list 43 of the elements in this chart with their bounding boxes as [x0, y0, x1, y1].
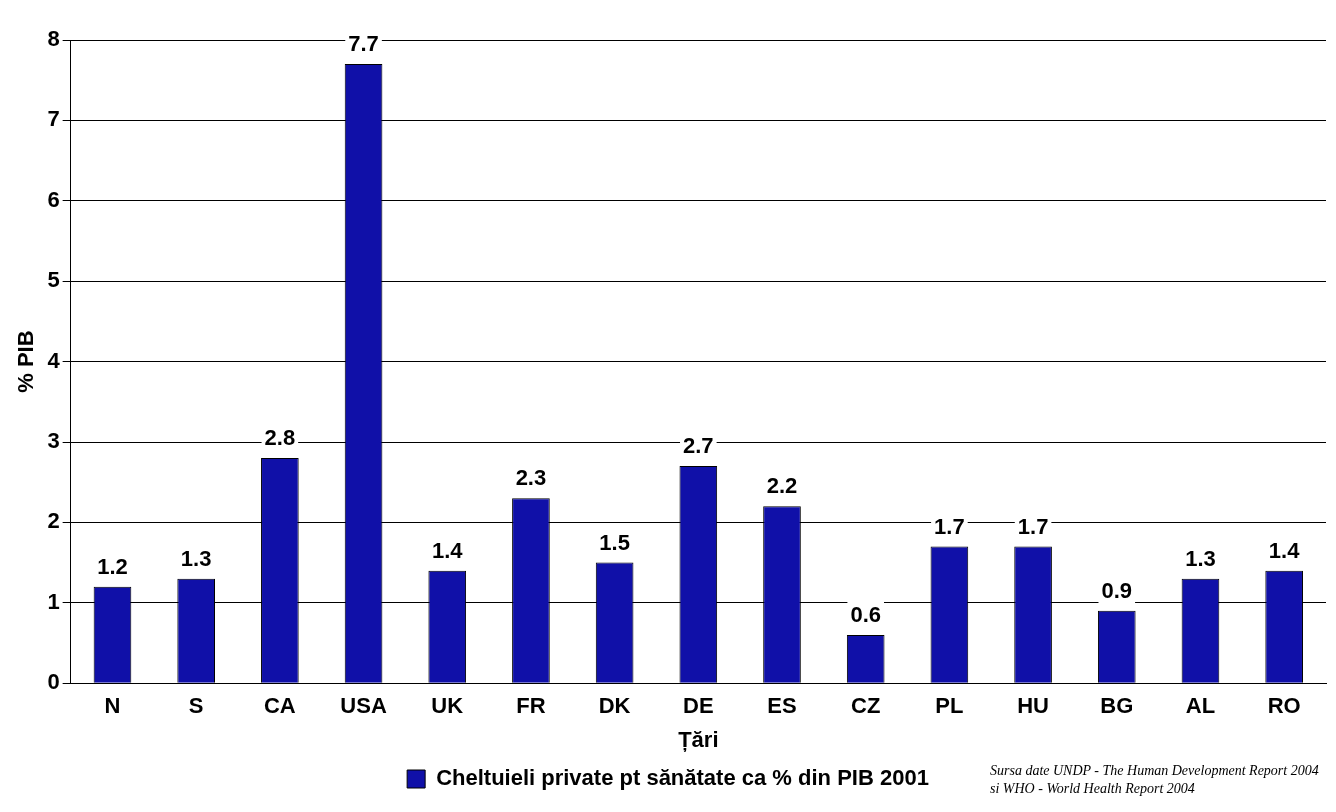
- data-label: 1.7: [934, 513, 965, 539]
- data-label: 1.4: [431, 537, 464, 563]
- y-tick-label: 3: [47, 428, 60, 454]
- x-tick-label: RO: [1267, 693, 1301, 719]
- y-tick-label: 4: [47, 347, 61, 373]
- x-tick-label: S: [188, 693, 204, 719]
- y-tick-label: 8: [47, 26, 60, 52]
- y-axis-title: % PIB: [13, 330, 39, 393]
- y-tick-label: 2: [47, 508, 60, 534]
- x-tick-label: N: [104, 693, 121, 719]
- x-tick-label: ES: [767, 693, 797, 719]
- x-tick-label: DE: [683, 693, 714, 719]
- data-label: 2.8: [264, 425, 296, 451]
- x-tick-label: PL: [935, 693, 964, 719]
- x-tick-label: USA: [340, 693, 387, 719]
- x-tick-label: DK: [598, 693, 631, 719]
- data-label: 2.7: [683, 433, 714, 459]
- data-label: 0.9: [1101, 577, 1133, 603]
- data-label: 2.2: [766, 473, 798, 499]
- y-tick-label: 5: [47, 267, 60, 293]
- data-label: 2.3: [515, 465, 547, 491]
- data-label: 1.3: [180, 545, 212, 571]
- legend-label: Cheltuieli private pt sănătate ca % din PIB 2001: [436, 765, 929, 791]
- data-label: 0.6: [850, 602, 881, 628]
- y-tick-label: 6: [47, 186, 60, 212]
- x-tick-label: CA: [263, 693, 296, 719]
- data-label: 1.4: [1268, 537, 1301, 563]
- data-label: 1.7: [1017, 513, 1049, 539]
- y-tick-label: 7: [47, 106, 60, 132]
- text: Sursa date UNDP - The Human Development Report 2004 si WHO - World Health Report 2004: [990, 762, 1320, 798]
- x-tick-label: CZ: [851, 693, 881, 719]
- data-label: 1.5: [599, 529, 630, 555]
- data-label: 7.7: [348, 31, 379, 57]
- x-tick-label: AL: [1185, 693, 1216, 719]
- x-axis-title: Țări: [678, 726, 719, 752]
- x-tick-label: UK: [431, 693, 464, 719]
- y-tick-label: 0: [47, 669, 60, 695]
- data-label: 1.3: [1185, 545, 1216, 571]
- y-tick-label: 1: [47, 588, 60, 614]
- x-tick-label: BG: [1100, 693, 1134, 719]
- data-label: 1.2: [97, 553, 128, 579]
- x-tick-label: FR: [516, 693, 546, 719]
- x-tick-label: HU: [1017, 693, 1049, 719]
